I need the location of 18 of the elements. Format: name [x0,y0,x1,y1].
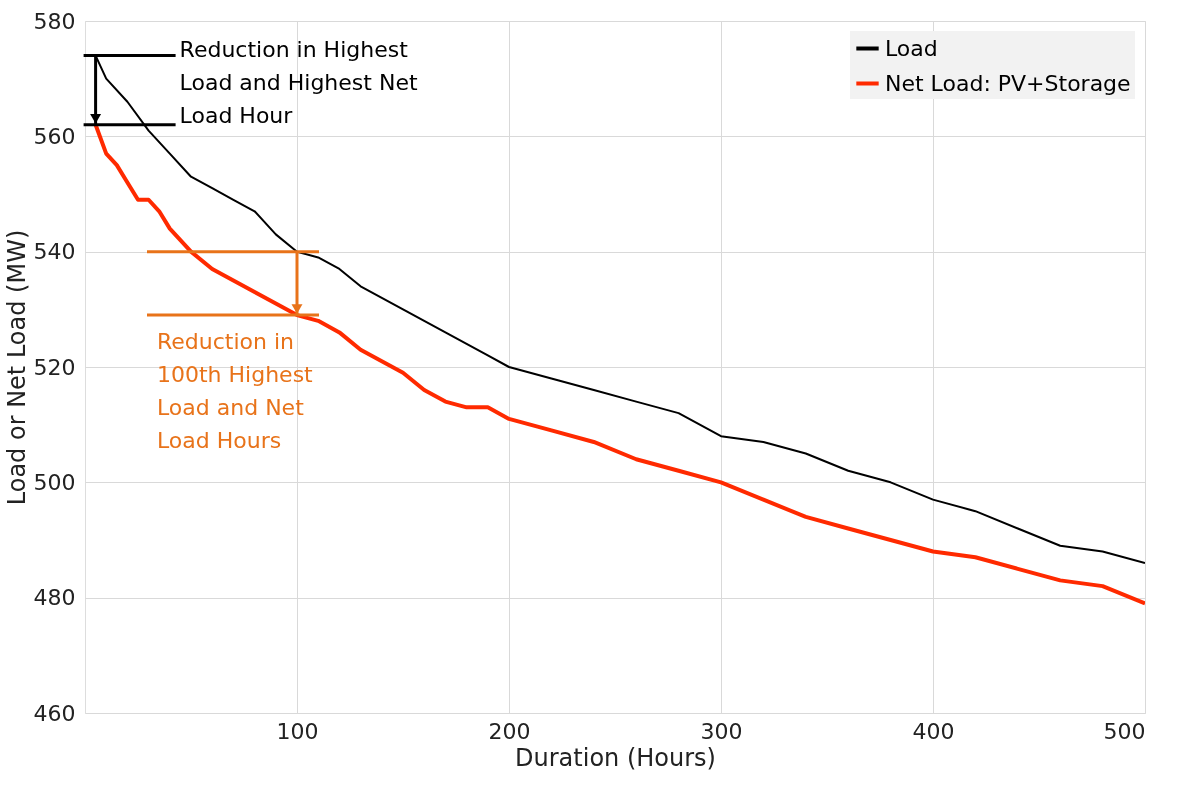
x-tick-label: 200 [488,718,531,744]
x-tick-label: 400 [912,718,955,744]
y-tick-label: 580 [33,8,76,34]
x-tick-label: 300 [700,718,743,744]
legend-label: Net Load: PV+Storage [885,70,1131,96]
y-tick-label: 460 [33,700,76,726]
legend-label: Load [885,35,938,61]
y-tick-label: 560 [33,123,76,149]
x-axis-title: Duration (Hours) [515,743,716,772]
y-tick-label: 480 [33,585,76,611]
x-tick-label: 500 [1103,718,1146,744]
y-tick-label: 540 [33,239,76,265]
annotation: Reduction in 100th Highest Load and Net Load Hours [157,328,314,453]
y-axis-title: Load or Net Load (MW) [2,229,31,506]
annotation: Reduction in Highest Load and Highest Net Load Hour [179,36,418,128]
y-tick-label: 520 [33,354,76,380]
y-tick-label: 500 [33,469,76,495]
x-tick-label: 100 [276,718,319,744]
